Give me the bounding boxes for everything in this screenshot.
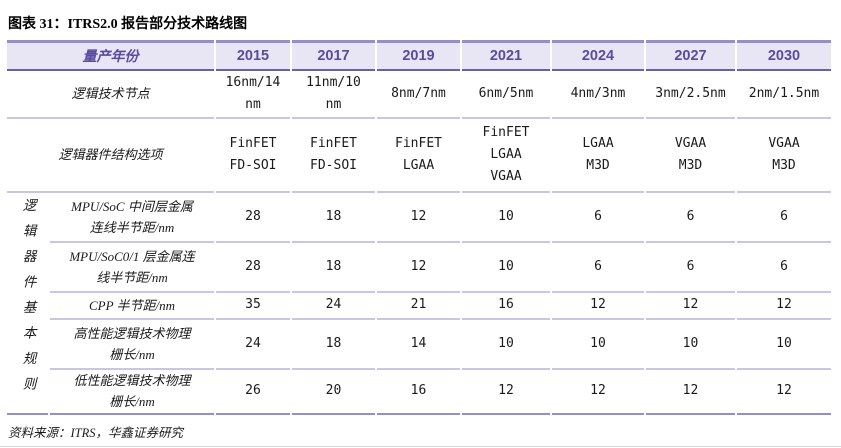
- logic-node-value: 11nm/10 nm: [292, 71, 375, 119]
- metric-label: MPU/SoC 中间层金属 连线半节距/nm: [50, 193, 214, 243]
- group-label-vertical: 逻辑器件基本规则: [20, 198, 36, 403]
- device-structure-value: FinFET LGAA: [377, 119, 460, 193]
- device-structure-value: LGAA M3D: [552, 119, 644, 193]
- logic-node-value: 8nm/7nm: [377, 71, 460, 119]
- metric-value: 24: [216, 320, 290, 370]
- logic-node-row: 逻辑技术节点 16nm/14 nm 11nm/10 nm 8nm/7nm 6nm…: [7, 71, 831, 119]
- device-structure-row: 逻辑器件结构选项 FinFET FD-SOI FinFET FD-SOI Fin…: [7, 119, 831, 193]
- header-year-2030: 2030: [737, 40, 831, 71]
- logic-node-value: 6nm/5nm: [462, 71, 550, 119]
- header-year-2024: 2024: [552, 40, 644, 71]
- logic-node-value: 3nm/2.5nm: [646, 71, 735, 119]
- metric-value: 12: [552, 370, 644, 415]
- device-structure-value: VGAA M3D: [646, 119, 735, 193]
- metric-value: 12: [737, 370, 831, 415]
- metric-value: 6: [646, 193, 735, 243]
- roadmap-table: 量产年份 2015 2017 2019 2021 2024 2027 2030 …: [5, 40, 833, 415]
- device-structure-value: FinFET LGAA VGAA: [462, 119, 550, 193]
- metric-value: 35: [216, 293, 290, 320]
- header-production-year: 量产年份: [7, 40, 214, 71]
- page-bottom-divider: [0, 446, 841, 447]
- metric-value: 18: [292, 243, 375, 293]
- metric-value: 12: [646, 293, 735, 320]
- metric-value: 12: [737, 293, 831, 320]
- metric-value: 18: [292, 320, 375, 370]
- metric-value: 12: [646, 370, 735, 415]
- metric-value: 10: [737, 320, 831, 370]
- header-year-2015: 2015: [216, 40, 290, 71]
- metric-value: 14: [377, 320, 460, 370]
- header-year-2027: 2027: [646, 40, 735, 71]
- device-structure-label: 逻辑器件结构选项: [7, 119, 214, 193]
- metric-value: 28: [216, 243, 290, 293]
- header-year-2017: 2017: [292, 40, 375, 71]
- header-row: 量产年份 2015 2017 2019 2021 2024 2027 2030: [7, 40, 831, 71]
- group-label-cell: 逻辑器件基本规则: [7, 193, 48, 415]
- metric-value: 6: [552, 243, 644, 293]
- metric-value: 21: [377, 293, 460, 320]
- metric-label: MPU/SoC0/1 层金属连 线半节距/nm: [50, 243, 214, 293]
- metric-value: 16: [377, 370, 460, 415]
- metric-value: 12: [552, 293, 644, 320]
- source-attribution: 资料来源：ITRS，华鑫证券研究: [8, 425, 184, 440]
- metric-row-mid-layer-half-pitch: 逻辑器件基本规则 MPU/SoC 中间层金属 连线半节距/nm 28 18 12…: [7, 193, 831, 415]
- metric-value: 16: [462, 293, 550, 320]
- metric-value: 12: [377, 193, 460, 243]
- metric-value: 6: [737, 193, 831, 243]
- metric-value: 20: [292, 370, 375, 415]
- metric-label: 高性能逻辑技术物理 栅长/nm: [50, 320, 214, 370]
- logic-node-value: 2nm/1.5nm: [737, 71, 831, 119]
- metric-value: 6: [646, 243, 735, 293]
- metric-value: 6: [552, 193, 644, 243]
- metric-value: 12: [377, 243, 460, 293]
- metric-value: 28: [216, 193, 290, 243]
- metric-value: 6: [737, 243, 831, 293]
- device-structure-value: FinFET FD-SOI: [292, 119, 375, 193]
- metric-value: 10: [462, 243, 550, 293]
- metric-row-lp-gate-length: 低性能逻辑技术物理 栅长/nm 26 20 16 12 12 12 12: [7, 370, 831, 415]
- metric-value: 10: [552, 320, 644, 370]
- metric-label: CPP 半节距/nm: [50, 293, 214, 320]
- figure-title: 图表 31：ITRS2.0 报告部分技术路线图: [8, 17, 248, 32]
- logic-node-value: 16nm/14 nm: [216, 71, 290, 119]
- logic-node-label: 逻辑技术节点: [7, 71, 214, 119]
- metric-value: 26: [216, 370, 290, 415]
- logic-node-value: 4nm/3nm: [552, 71, 644, 119]
- metric-value: 10: [646, 320, 735, 370]
- metric-row-hp-gate-length: 高性能逻辑技术物理 栅长/nm 24 18 14 10 10 10 10: [7, 320, 831, 370]
- metric-value: 12: [462, 370, 550, 415]
- device-structure-value: VGAA M3D: [737, 119, 831, 193]
- metric-row-cpp-half-pitch: CPP 半节距/nm 35 24 21 16 12 12 12: [7, 293, 831, 320]
- metric-value: 10: [462, 193, 550, 243]
- metric-value: 18: [292, 193, 375, 243]
- metric-label: 低性能逻辑技术物理 栅长/nm: [50, 370, 214, 415]
- device-structure-value: FinFET FD-SOI: [216, 119, 290, 193]
- header-year-2019: 2019: [377, 40, 460, 71]
- metric-row-m01-half-pitch: MPU/SoC0/1 层金属连 线半节距/nm 28 18 12 10 6 6 …: [7, 243, 831, 293]
- metric-value: 24: [292, 293, 375, 320]
- header-year-2021: 2021: [462, 40, 550, 71]
- metric-value: 10: [462, 320, 550, 370]
